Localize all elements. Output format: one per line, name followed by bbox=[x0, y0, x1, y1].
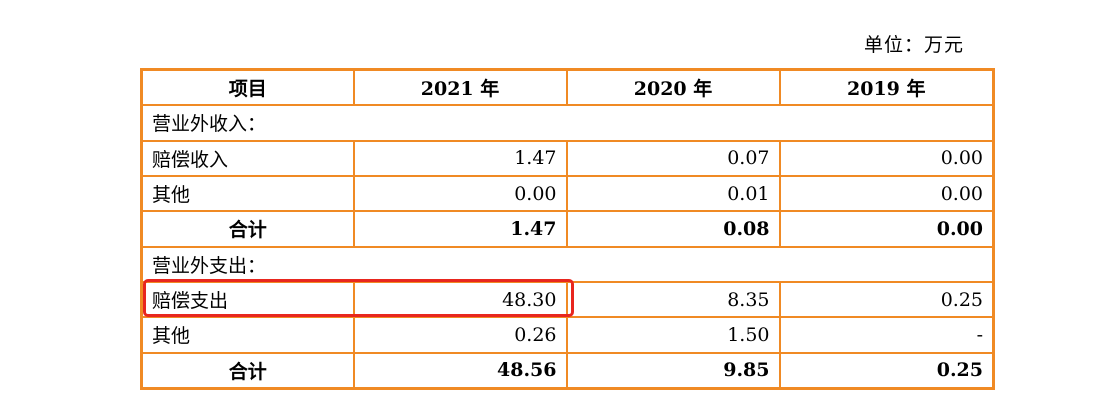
row-label: 其他 bbox=[140, 316, 355, 354]
total-2021: 1.47 bbox=[352, 210, 568, 248]
expense-total-row: 合计 48.56 9.85 0.25 bbox=[140, 351, 995, 390]
row-label: 赔偿支出 bbox=[140, 280, 355, 319]
section-income-label: 营业外收入： bbox=[140, 104, 995, 142]
cell-2021: 0.00 bbox=[352, 174, 568, 213]
total-2020: 9.85 bbox=[565, 351, 781, 390]
cell-2019: 0.00 bbox=[778, 174, 995, 213]
header-2021: 2021 年 bbox=[352, 68, 568, 107]
total-2020: 0.08 bbox=[565, 210, 781, 248]
table-row: 赔偿支出 48.30 8.35 0.25 bbox=[140, 280, 995, 319]
total-2019: 0.25 bbox=[778, 351, 995, 390]
cell-2021: 1.47 bbox=[352, 139, 568, 177]
total-label: 合计 bbox=[140, 351, 355, 390]
financial-table: 项目 2021 年 2020 年 2019 年 营业外收入： 赔偿收入 1.47… bbox=[140, 68, 995, 390]
unit-label: 单位：万元 bbox=[864, 34, 965, 56]
row-label: 其他 bbox=[140, 174, 355, 213]
total-2019: 0.00 bbox=[778, 210, 995, 248]
table-row: 其他 0.26 1.50 - bbox=[140, 316, 995, 354]
table-row: 其他 0.00 0.01 0.00 bbox=[140, 174, 995, 213]
header-item: 项目 bbox=[140, 68, 355, 107]
cell-2021: 0.26 bbox=[352, 316, 568, 354]
cell-2020: 0.01 bbox=[565, 174, 781, 213]
section-expense-row: 营业外支出： bbox=[140, 245, 995, 283]
header-2020: 2020 年 bbox=[565, 68, 781, 107]
header-row: 项目 2021 年 2020 年 2019 年 bbox=[140, 68, 995, 107]
table-row: 赔偿收入 1.47 0.07 0.00 bbox=[140, 139, 995, 177]
cell-2020: 8.35 bbox=[565, 280, 781, 319]
cell-2019: - bbox=[778, 316, 995, 354]
total-2021: 48.56 bbox=[352, 351, 568, 390]
header-2019: 2019 年 bbox=[778, 68, 995, 107]
cell-2019: 0.25 bbox=[778, 280, 995, 319]
cell-2020: 1.50 bbox=[565, 316, 781, 354]
section-income-row: 营业外收入： bbox=[140, 104, 995, 142]
section-expense-label: 营业外支出： bbox=[140, 245, 995, 283]
cell-2019: 0.00 bbox=[778, 139, 995, 177]
income-total-row: 合计 1.47 0.08 0.00 bbox=[140, 210, 995, 248]
total-label: 合计 bbox=[140, 210, 355, 248]
cell-2021: 48.30 bbox=[352, 280, 568, 319]
cell-2020: 0.07 bbox=[565, 139, 781, 177]
row-label: 赔偿收入 bbox=[140, 139, 355, 177]
